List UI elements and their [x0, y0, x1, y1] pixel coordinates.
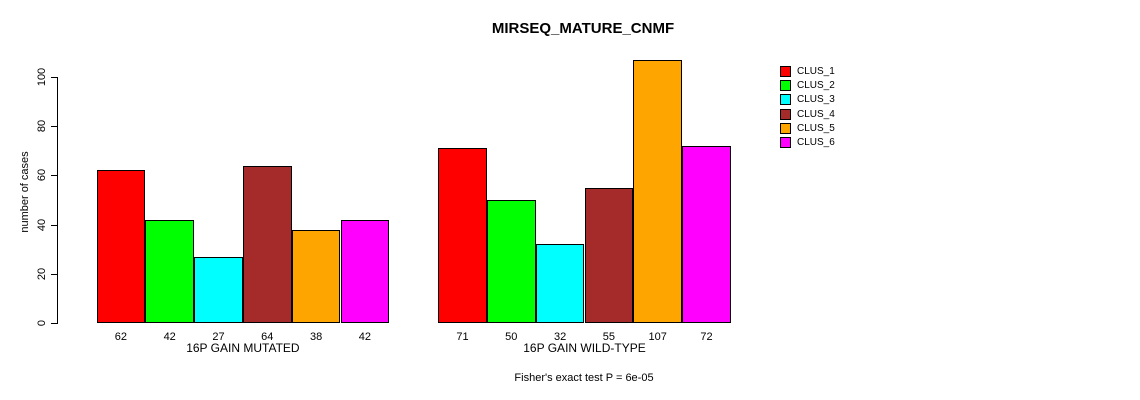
- y-axis: [57, 77, 58, 324]
- legend-label-clus-4: CLUS_4: [797, 108, 835, 120]
- bar-value-label: 71: [456, 331, 469, 343]
- bar-clus_1: [96, 170, 146, 323]
- bar-clus_3: [535, 244, 585, 323]
- chart-title: MIRSEQ_MATURE_CNMF: [491, 20, 675, 37]
- y-axis-tick-label: 60: [36, 169, 48, 182]
- bar-value-label: 27: [212, 331, 225, 343]
- legend-item-clus-3: CLUS_3: [780, 93, 835, 107]
- legend-label-clus-3: CLUS_3: [797, 94, 835, 106]
- legend-label-clus-5: CLUS_5: [797, 122, 835, 134]
- legend-swatch-clus-1: [780, 65, 791, 77]
- y-axis-tick-label: 0: [36, 319, 48, 327]
- y-axis-tick-label: 20: [36, 267, 48, 280]
- legend-swatch-clus-6: [780, 137, 791, 149]
- legend-item-clus-1: CLUS_1: [780, 64, 835, 78]
- group-label: 16P GAIN MUTATED: [186, 341, 300, 355]
- legend-label-clus-2: CLUS_2: [797, 79, 835, 91]
- y-axis-tick-label: 100: [36, 67, 48, 87]
- legend-label-clus-1: CLUS_1: [797, 65, 835, 77]
- bar-value-label: 50: [505, 331, 518, 343]
- bar-value-label: 42: [163, 331, 176, 343]
- bar-clus_4: [242, 165, 292, 323]
- bar-value-label: 72: [700, 331, 713, 343]
- bar-clus_6: [682, 145, 731, 323]
- bar-clus_2: [486, 200, 536, 323]
- bar-clus_4: [584, 187, 634, 323]
- y-axis-tick: [51, 77, 57, 78]
- y-axis-tick: [51, 224, 57, 226]
- group-label: 16P GAIN WILD-TYPE: [523, 341, 646, 355]
- bar-clus_6: [340, 219, 390, 323]
- legend-swatch-clus-5: [780, 122, 791, 134]
- y-axis-tick: [51, 323, 57, 324]
- y-axis-tick: [51, 273, 57, 275]
- legend-swatch-clus-2: [780, 79, 791, 91]
- legend-item-clus-6: CLUS_6: [780, 135, 835, 149]
- legend: CLUS_1 CLUS_2 CLUS_3 CLUS_4 CLUS_5 CLUS_…: [780, 64, 835, 150]
- bar-clus_3: [194, 256, 243, 323]
- bar-clus_5: [633, 59, 683, 323]
- bar-value-label: 64: [261, 331, 274, 343]
- bar-value-label: 42: [358, 331, 372, 343]
- bar-clus_5: [291, 229, 341, 323]
- bar-value-label: 32: [553, 331, 567, 343]
- y-axis-label: number of cases: [19, 151, 31, 233]
- legend-item-clus-2: CLUS_2: [780, 78, 835, 92]
- footnote-fishers-test: Fisher's exact test P = 6e-05: [514, 372, 654, 384]
- y-axis-tick-label: 80: [36, 120, 48, 133]
- y-axis-tick-label: 40: [36, 218, 48, 231]
- bar-value-label: 38: [309, 331, 323, 343]
- bar-clus_2: [145, 219, 195, 323]
- legend-swatch-clus-4: [780, 108, 791, 120]
- bar-clus_1: [438, 148, 487, 323]
- bar-value-label: 55: [602, 331, 616, 343]
- y-axis-tick: [51, 175, 57, 177]
- y-axis-tick: [51, 126, 57, 128]
- bar-value-label: 62: [114, 331, 128, 343]
- legend-label-clus-6: CLUS_6: [797, 137, 835, 149]
- bar-value-label: 107: [648, 331, 667, 343]
- legend-item-clus-4: CLUS_4: [780, 107, 835, 121]
- legend-item-clus-5: CLUS_5: [780, 121, 835, 135]
- legend-swatch-clus-3: [780, 94, 791, 106]
